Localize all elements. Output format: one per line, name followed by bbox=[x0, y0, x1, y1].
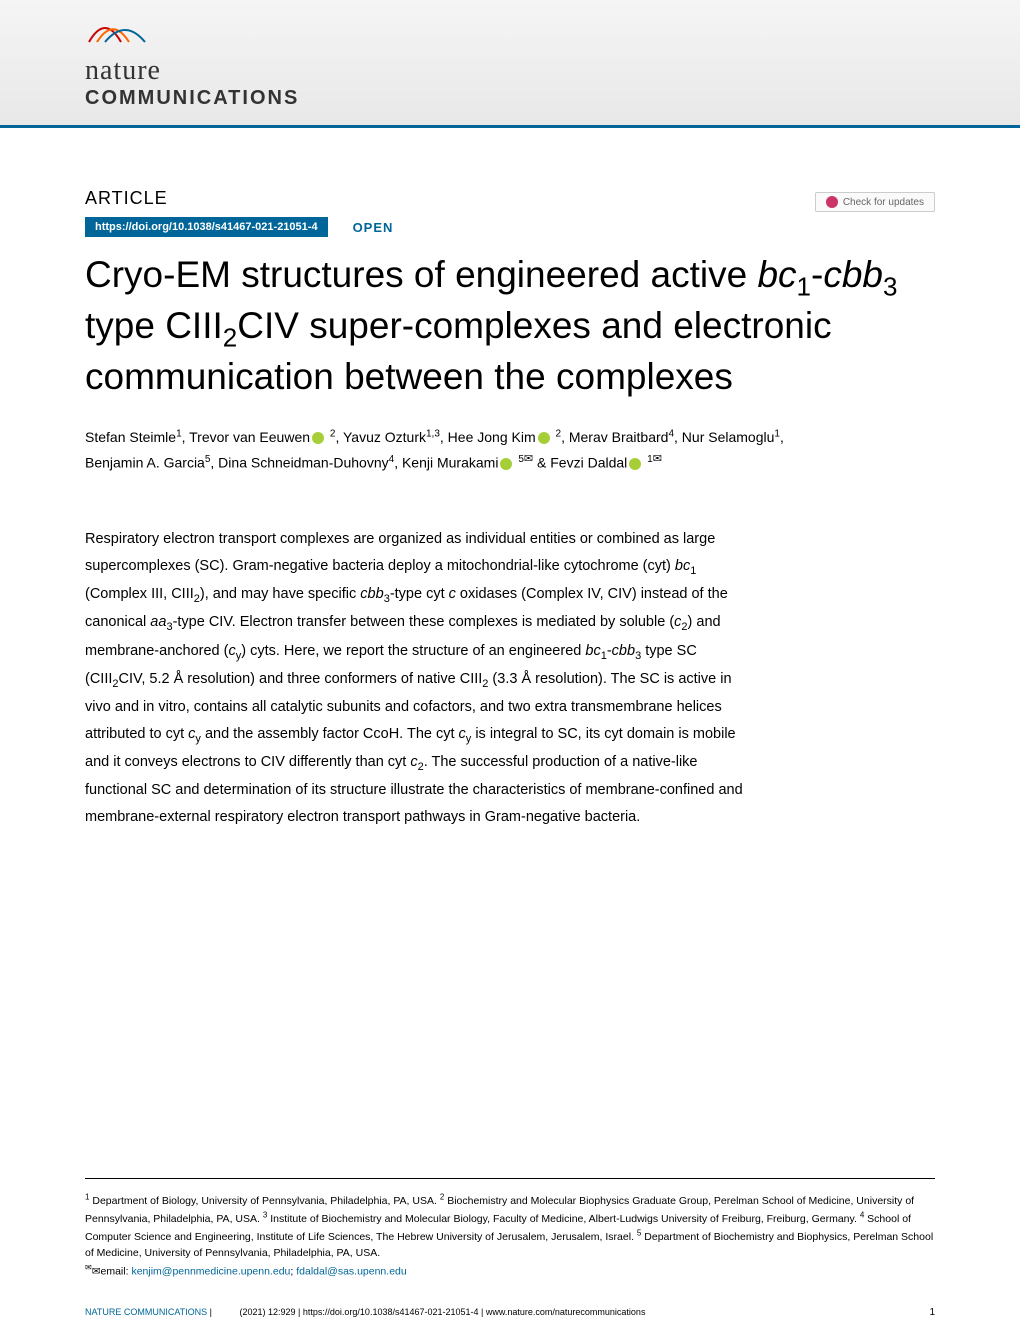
orcid-icon[interactable] bbox=[500, 458, 512, 470]
footer-journal-name: NATURE COMMUNICATIONS bbox=[85, 1307, 207, 1317]
logo-text-nature: nature bbox=[85, 55, 299, 87]
email-label: ✉email: bbox=[92, 1265, 129, 1277]
orcid-icon[interactable] bbox=[538, 432, 550, 444]
affiliations-text: 1 Department of Biology, University of P… bbox=[85, 1195, 933, 1259]
logo-waves-icon bbox=[85, 10, 165, 50]
journal-header: nature COMMUNICATIONS bbox=[0, 0, 1020, 128]
open-access-label: OPEN bbox=[353, 220, 394, 235]
orcid-icon[interactable] bbox=[629, 458, 641, 470]
corresponding-email-2[interactable]: fdaldal@sas.upenn.edu bbox=[296, 1265, 407, 1277]
page-number: 1 bbox=[929, 1307, 935, 1318]
affiliations-footer: 1 Department of Biology, University of P… bbox=[85, 1178, 935, 1280]
article-content: ARTICLE https://doi.org/10.1038/s41467-0… bbox=[0, 128, 1020, 831]
author-list: Stefan Steimle1, Trevor van Eeuwen 2, Ya… bbox=[85, 425, 935, 476]
article-title: Cryo-EM structures of engineered active … bbox=[85, 252, 935, 400]
check-updates-label: Check for updates bbox=[843, 197, 924, 208]
doi-row: https://doi.org/10.1038/s41467-021-21051… bbox=[85, 217, 935, 237]
logo-text-communications: COMMUNICATIONS bbox=[85, 87, 299, 110]
orcid-icon[interactable] bbox=[312, 432, 324, 444]
footer-citation-text: (2021) 12:929 | https://doi.org/10.1038/… bbox=[240, 1307, 646, 1317]
doi-link[interactable]: https://doi.org/10.1038/s41467-021-21051… bbox=[85, 217, 328, 237]
footer-citation: NATURE COMMUNICATIONS | (2021) 12:929 | … bbox=[85, 1307, 645, 1318]
check-for-updates-button[interactable]: Check for updates bbox=[815, 192, 935, 212]
page-footer: NATURE COMMUNICATIONS | (2021) 12:929 | … bbox=[85, 1307, 935, 1318]
abstract-text: Respiratory electron transport complexes… bbox=[85, 526, 745, 831]
journal-logo: nature COMMUNICATIONS bbox=[85, 10, 299, 110]
article-type-label: ARTICLE bbox=[85, 188, 935, 209]
check-updates-icon bbox=[826, 196, 838, 208]
corresponding-email-1[interactable]: kenjim@pennmedicine.upenn.edu bbox=[131, 1265, 290, 1277]
